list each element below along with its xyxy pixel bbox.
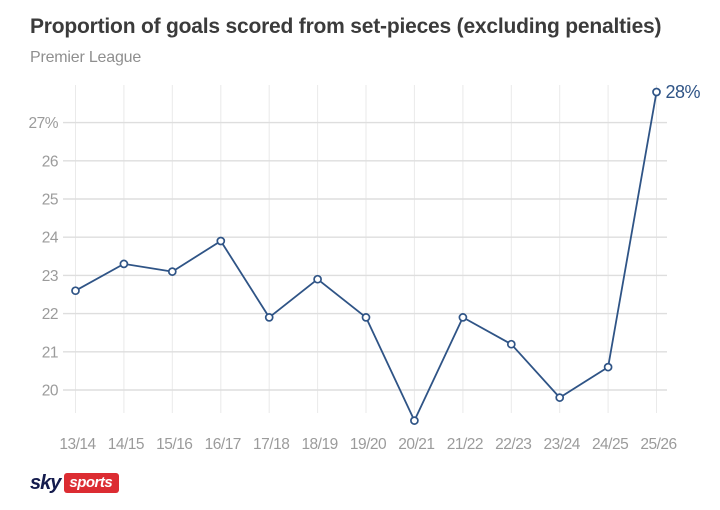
chart-header: Proportion of goals scored from set-piec… — [30, 14, 700, 67]
x-axis-tick-label: 16/17 — [205, 436, 241, 453]
y-axis-tick-label: 21 — [42, 344, 58, 361]
x-axis-tick-label: 20/21 — [398, 436, 434, 453]
x-axis-tick-label: 19/20 — [350, 436, 387, 453]
data-point-marker — [410, 416, 419, 425]
x-axis-tick-label: 15/16 — [156, 436, 192, 453]
data-point-marker — [119, 259, 129, 269]
data-point-marker — [361, 313, 371, 322]
data-point-marker — [167, 267, 177, 276]
y-axis-tick-label: 20 — [42, 383, 59, 400]
y-axis-tick-label: 25 — [42, 192, 58, 209]
sky-logo-text: sky — [30, 472, 61, 494]
y-axis-tick-label: 23 — [42, 268, 58, 285]
data-point-marker — [506, 339, 516, 349]
data-point-marker — [652, 87, 661, 97]
y-axis-tick-label: 27% — [28, 115, 58, 132]
x-axis-tick-label: 23/24 — [544, 436, 581, 453]
sports-logo-badge: sports — [64, 473, 120, 493]
x-axis-tick-label: 18/19 — [301, 436, 337, 453]
last-point-value-label: 28% — [666, 82, 701, 102]
x-axis-tick-label: 22/23 — [495, 436, 531, 453]
data-line — [75, 91, 658, 422]
x-axis-tick-label: 13/14 — [59, 436, 96, 453]
data-point-marker — [216, 236, 226, 246]
data-point-marker — [458, 313, 468, 322]
data-point-marker — [603, 362, 613, 372]
data-point-marker — [313, 274, 322, 284]
x-axis-tick-label: 25/26 — [640, 436, 676, 453]
chart-subtitle: Premier League — [30, 49, 142, 67]
y-axis-tick-label: 22 — [42, 306, 58, 323]
sky-sports-logo: sky sports — [30, 472, 120, 494]
x-axis-tick-label: 24/25 — [592, 436, 628, 453]
chart-title: Proportion of goals scored from set-piec… — [30, 15, 662, 38]
data-point-marker — [555, 393, 565, 402]
x-axis-tick-label: 14/15 — [108, 436, 144, 453]
y-axis-tick-label: 24 — [42, 230, 59, 247]
y-axis-tick-label: 26 — [42, 153, 58, 170]
data-point-marker — [264, 313, 274, 322]
data-point-marker — [71, 286, 80, 296]
x-axis-tick-label: 17/18 — [253, 436, 289, 453]
x-axis-tick-label: 21/22 — [447, 436, 483, 453]
